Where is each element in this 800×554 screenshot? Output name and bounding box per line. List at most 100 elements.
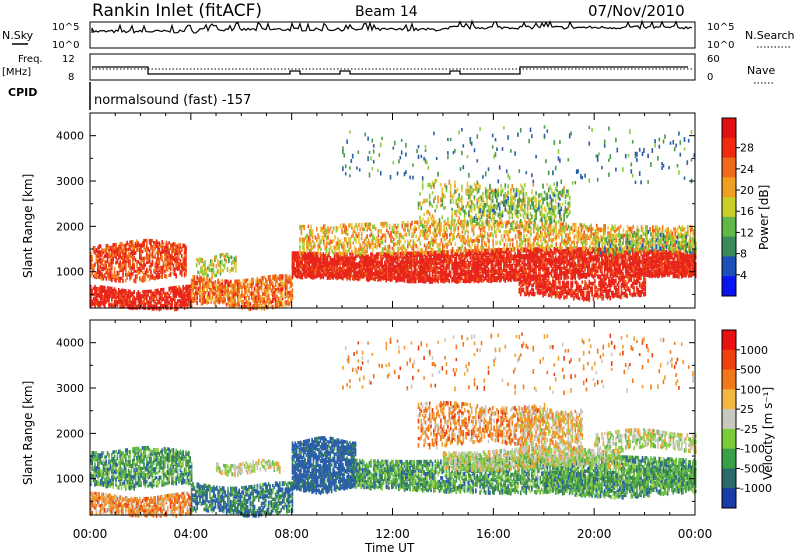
data-cell bbox=[210, 288, 212, 292]
data-cell bbox=[218, 270, 220, 274]
data-cell bbox=[302, 245, 304, 250]
data-cell bbox=[274, 297, 277, 303]
data-cell bbox=[102, 263, 105, 268]
data-cell bbox=[143, 277, 145, 283]
data-cell bbox=[109, 286, 112, 290]
data-cell bbox=[403, 264, 406, 269]
data-cell bbox=[311, 262, 313, 267]
data-cell bbox=[165, 294, 168, 299]
data-cell bbox=[309, 233, 311, 238]
data-cell bbox=[178, 303, 180, 307]
data-cell bbox=[183, 247, 186, 251]
data-cell bbox=[351, 274, 354, 279]
data-cell bbox=[115, 249, 117, 254]
data-cell bbox=[118, 247, 120, 252]
data-cell bbox=[165, 249, 168, 254]
data-cell bbox=[287, 276, 289, 280]
data-cell bbox=[148, 289, 151, 294]
data-cell bbox=[528, 265, 530, 271]
data-cell bbox=[370, 252, 372, 257]
data-cell bbox=[616, 261, 619, 266]
data-cell bbox=[157, 259, 159, 264]
data-cell bbox=[167, 303, 169, 308]
data-cell bbox=[95, 297, 98, 302]
data-cell bbox=[182, 293, 184, 299]
data-cell bbox=[239, 281, 242, 286]
data-cell bbox=[470, 263, 473, 268]
data-cell bbox=[133, 302, 135, 307]
data-cell bbox=[193, 278, 196, 284]
data-cell bbox=[279, 274, 281, 279]
data-cell bbox=[517, 277, 519, 282]
data-cell bbox=[225, 279, 228, 284]
data-cell bbox=[148, 296, 151, 301]
data-cell bbox=[140, 264, 142, 268]
data-cell bbox=[154, 241, 156, 245]
data-cell bbox=[672, 268, 675, 272]
data-cell bbox=[116, 294, 119, 299]
data-cell bbox=[112, 260, 114, 265]
data-cell bbox=[202, 281, 204, 286]
data-cell bbox=[245, 296, 247, 300]
data-cell bbox=[161, 245, 163, 251]
data-cell bbox=[91, 258, 93, 262]
data-cell bbox=[148, 265, 151, 270]
data-cell bbox=[99, 265, 102, 270]
data-cell bbox=[490, 248, 493, 252]
data-cell bbox=[167, 242, 169, 247]
data-cell bbox=[284, 278, 287, 283]
data-cell bbox=[111, 286, 113, 290]
data-cell bbox=[230, 279, 232, 284]
data-cell bbox=[322, 252, 325, 256]
data-cell bbox=[143, 292, 145, 297]
data-cell bbox=[253, 293, 256, 297]
data-cell bbox=[126, 254, 128, 260]
data-cell bbox=[645, 261, 648, 265]
data-cell bbox=[150, 274, 152, 278]
data-cell bbox=[452, 274, 455, 280]
data-cell bbox=[283, 282, 285, 288]
data-cell bbox=[132, 256, 134, 262]
data-cell bbox=[164, 245, 166, 251]
data-cell bbox=[549, 257, 551, 263]
data-cell bbox=[279, 282, 281, 287]
data-cell bbox=[165, 274, 168, 280]
data-cell bbox=[167, 253, 169, 259]
data-cell bbox=[127, 303, 130, 308]
data-cell bbox=[183, 250, 186, 254]
data-cell bbox=[125, 296, 127, 300]
data-cell bbox=[109, 303, 112, 307]
data-cell bbox=[188, 297, 190, 301]
data-cell bbox=[550, 273, 553, 278]
data-cell bbox=[306, 233, 308, 239]
data-cell bbox=[463, 254, 466, 258]
data-cell bbox=[192, 284, 194, 289]
data-cell bbox=[101, 267, 103, 272]
data-cell bbox=[165, 261, 168, 266]
data-cell bbox=[94, 249, 96, 255]
data-cell bbox=[172, 248, 175, 254]
data-cell bbox=[281, 300, 284, 305]
data-cell bbox=[165, 246, 168, 251]
data-cell bbox=[211, 281, 214, 285]
data-cell bbox=[570, 261, 572, 267]
data-cell bbox=[407, 251, 410, 256]
data-cell bbox=[101, 292, 103, 298]
data-cell bbox=[300, 256, 302, 261]
data-cell bbox=[624, 250, 627, 255]
data-cell bbox=[143, 273, 145, 278]
data-cell bbox=[252, 277, 254, 281]
data-cell bbox=[141, 294, 144, 299]
data-cell bbox=[311, 271, 313, 277]
data-cell bbox=[580, 253, 582, 257]
data-cell bbox=[539, 272, 542, 276]
data-cell bbox=[272, 274, 274, 278]
data-cell bbox=[129, 274, 131, 279]
data-cell bbox=[98, 301, 100, 305]
data-cell bbox=[599, 247, 602, 251]
data-cell bbox=[181, 269, 183, 274]
data-cell bbox=[438, 266, 441, 270]
data-cell bbox=[242, 299, 245, 304]
data-cell bbox=[130, 300, 133, 306]
data-cell bbox=[354, 256, 357, 261]
